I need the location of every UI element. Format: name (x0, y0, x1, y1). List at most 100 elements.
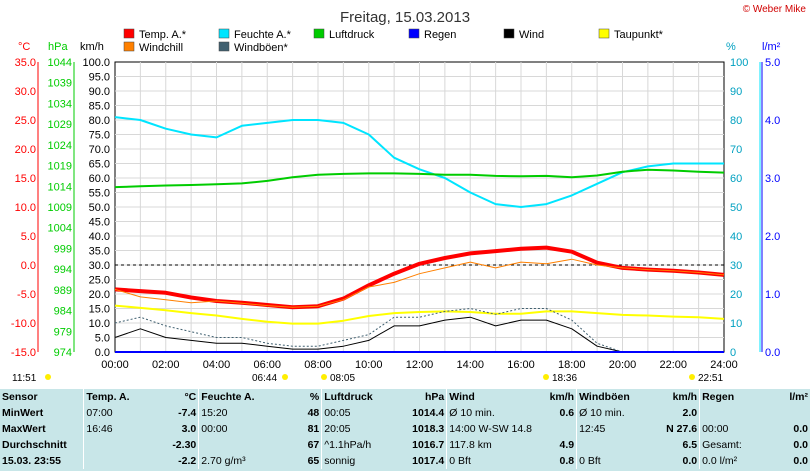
header-rain: Regen (699, 389, 766, 405)
pressure-tick-label: 1009 (48, 202, 72, 214)
x-tick-label: 12:00 (406, 359, 434, 371)
wind-tick-label: 50.0 (89, 202, 110, 214)
chart-title: Freitag, 15.03.2013 (340, 9, 470, 26)
stats-cell-wind: 0.6 (559, 407, 575, 419)
temp-tick-label: 20.0 (15, 144, 36, 156)
x-tick-label: 02:00 (152, 359, 180, 371)
pressure-tick-label: 979 (54, 326, 72, 338)
rain-tick-label: 0.0 (765, 347, 780, 359)
humidity-tick-label: 20 (730, 289, 742, 301)
wind-tick-label: 55.0 (89, 188, 110, 200)
stats-cell-gust: 6.5 (682, 439, 698, 451)
humidity-tick-label: 40 (730, 231, 742, 243)
time-annotation: 08:05 (330, 373, 355, 384)
temp-tick-label: 30.0 (15, 86, 36, 98)
legend-swatch (123, 41, 135, 52)
rain-tick-label: 4.0 (765, 115, 780, 127)
header-wind: Wind (446, 389, 536, 405)
rain-tick-label: 3.0 (765, 173, 780, 185)
wind-tick-label: 0.0 (95, 347, 110, 359)
wind-tick-label: 35.0 (89, 246, 110, 258)
pressure-tick-label: 1029 (48, 119, 72, 131)
wind-tick-label: 20.0 (89, 289, 110, 301)
stats-cell-gust: 0.0 (682, 455, 698, 467)
temp-unit-label: °C (18, 41, 30, 53)
stats-cell-rain: 0.0 (793, 423, 808, 435)
time-annotation: 22:51 (698, 373, 723, 384)
humidity-tick-label: 0 (730, 347, 736, 359)
time-annotation: 06:44 (252, 373, 277, 384)
humidity-tick-label: 60 (730, 173, 742, 185)
stats-cell-temp-time: 16:46 (83, 421, 160, 437)
stats-cell-temp: 3.0 (181, 423, 197, 435)
rain-unit-label: l/m² (762, 41, 781, 53)
legend-label: Taupunkt* (614, 29, 664, 41)
stats-cell-temp-time (83, 453, 160, 469)
stats-cell-press: 1016.7 (412, 439, 445, 451)
stats-cell-wind: 4.9 (559, 439, 575, 451)
stats-table: Sensor Temp. A. °C Feuchte A. % Luftdruc… (0, 389, 810, 469)
wind-tick-label: 75.0 (89, 130, 110, 142)
pressure-tick-label: 1019 (48, 161, 72, 173)
temp-tick-label: 5.0 (21, 231, 36, 243)
legend-label: Regen (424, 29, 456, 41)
series-luftdruck-line (114, 168, 725, 189)
wind-tick-label: 65.0 (89, 159, 110, 171)
sun-marker-icon (689, 374, 695, 380)
temp-tick-label: 10.0 (15, 202, 36, 214)
x-tick-label: 20:00 (609, 359, 637, 371)
stats-cell-rain-time: Gesamt: (699, 437, 766, 453)
rain-tick-label: 5.0 (765, 57, 780, 69)
stats-cell-press: 1014.4 (412, 407, 445, 419)
pressure-tick-label: 999 (54, 243, 72, 255)
wind-tick-label: 60.0 (89, 173, 110, 185)
wind-tick-label: 45.0 (89, 217, 110, 229)
wind-tick-label: 5.0 (95, 333, 110, 345)
temp-tick-label: 0.0 (21, 260, 36, 272)
pressure-tick-label: 974 (54, 347, 72, 359)
humidity-tick-label: 100 (730, 57, 748, 69)
legend-swatch (313, 28, 325, 39)
stats-cell-rain-time: 00:00 (699, 421, 766, 437)
stats-row: Durchschnitt -2.30 67 ^1.1hPa/h 1016.7 117.8 … (0, 437, 810, 453)
header-hum: Feuchte A. (198, 389, 275, 405)
x-tick-label: 24:00 (710, 359, 738, 371)
stats-cell-rain: 0.0 (793, 439, 808, 451)
stats-cell-rain (765, 405, 810, 421)
time-annotation: 18:36 (552, 373, 577, 384)
legend-label: Luftdruck (329, 29, 375, 41)
temp-tick-label: 25.0 (15, 115, 36, 127)
wind-tick-label: 10.0 (89, 318, 110, 330)
temp-tick-label: -10.0 (11, 318, 36, 330)
temp-tick-label: 15.0 (15, 173, 36, 185)
legend-swatch (503, 28, 515, 39)
header-temp-unit: °C (184, 391, 197, 403)
legend-swatch (598, 28, 610, 39)
header-press-unit: hPa (425, 391, 445, 403)
wind-tick-label: 25.0 (89, 275, 110, 287)
stats-cell-hum: 81 (307, 423, 320, 435)
stats-cell-hum-time: 15:20 (198, 405, 275, 421)
wind-tick-label: 80.0 (89, 115, 110, 127)
legend-label: Feuchte A.* (234, 29, 292, 41)
stats-cell-label: 15.03. 23:55 (2, 455, 61, 467)
pressure-tick-label: 1039 (48, 78, 72, 90)
header-gust-unit: km/h (672, 391, 698, 403)
stats-cell-gust: 2.0 (682, 407, 698, 419)
wind-tick-label: 90.0 (89, 86, 110, 98)
sun-marker-icon (282, 374, 288, 380)
stats-panel: Sensor Temp. A. °C Feuchte A. % Luftdruc… (0, 389, 810, 471)
header-sensor: Sensor (2, 391, 38, 403)
stats-cell-hum: 67 (307, 439, 320, 451)
wind-tick-label: 95.0 (89, 72, 110, 84)
humidity-tick-label: 30 (730, 260, 742, 272)
stats-cell-wind: 0.8 (559, 455, 575, 467)
x-tick-label: 16:00 (507, 359, 535, 371)
rain-tick-label: 2.0 (765, 231, 780, 243)
stats-cell-label: MinWert (2, 407, 44, 419)
stats-cell-press-time: sonnig (321, 453, 398, 469)
stats-cell-wind (535, 421, 576, 437)
header-rain-unit: l/m² (789, 391, 808, 403)
stats-cell-wind-time: Ø 10 min. (446, 405, 536, 421)
pressure-tick-label: 1024 (48, 140, 72, 152)
